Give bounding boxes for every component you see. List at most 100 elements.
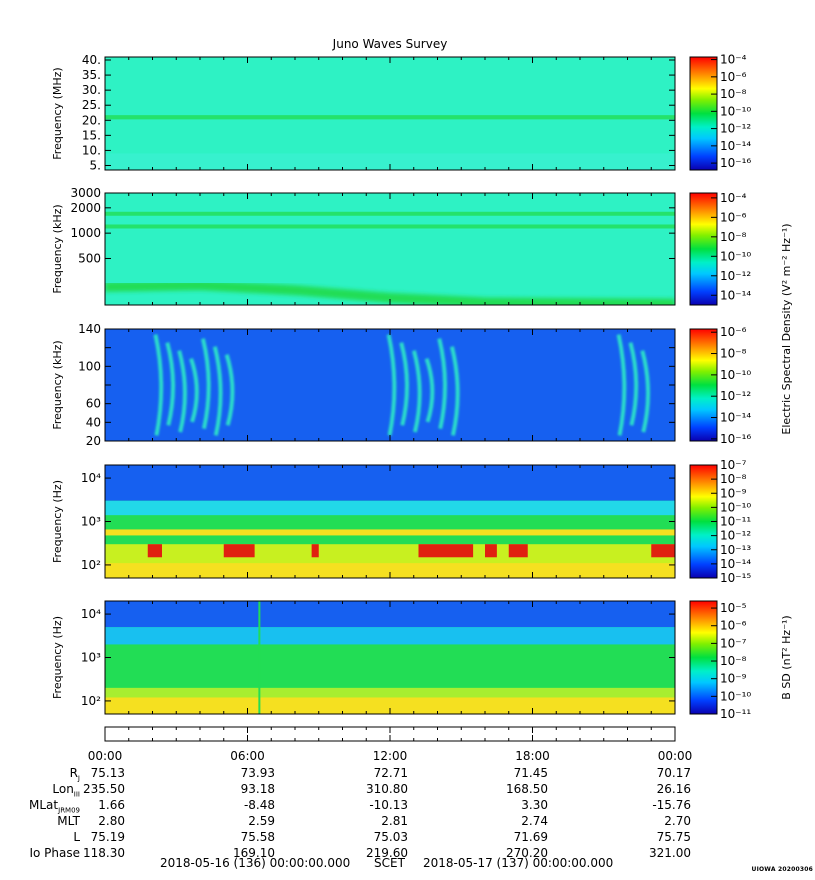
ephem-label-subscript: J [77,774,80,783]
colorbar-label-hfr-low-4: 10⁻¹² [720,269,751,283]
ephem-label-text: L [73,830,80,844]
ytick-label-hfr-high-4: 25. [82,98,101,112]
footer-end: 2018-05-17 (137) 00:00:00.000 [423,856,614,870]
colorbar-label-magnetic-0: 10⁻⁵ [720,601,747,615]
hfr-low-feature-2 [105,280,675,305]
lfr-high-feature-0 [153,334,651,436]
ephem-value: 73.93 [240,766,275,780]
ytick-label-lfr-high-6: 140 [78,322,101,336]
ephem-value: 2.70 [664,814,691,828]
colorbar-label-magnetic-6: 10⁻¹¹ [720,707,751,721]
time-label-2: 12:00 [373,749,408,763]
time-label-0: 00:00 [88,749,123,763]
ephem-label-text: MLat [29,798,59,812]
ytick-label-lfr-low-1: 10³ [81,515,101,529]
ytick-label-hfr-low-1: 1000 [70,226,101,240]
burst-1-0 [386,334,397,436]
hot-patch-5 [508,544,528,558]
burst-1-1 [399,342,409,426]
colorbar-label-hfr-high-3: 10⁻¹⁰ [720,104,751,118]
colorbar-label-lfr-low-0: 10⁻⁷ [720,458,747,472]
colorbar-label-lfr-low-8: 10⁻¹⁵ [720,571,751,585]
ytick-label-lfr-high-0: 20 [86,434,101,448]
ephem-label-subscript: JRM09 [58,806,80,815]
ytick-label-hfr-high-5: 30. [82,83,101,97]
time-label-3: 18:00 [515,749,550,763]
colorbar-label-lfr-low-3: 10⁻¹⁰ [720,500,751,514]
lfr-low-feature-0 [105,529,675,536]
background-hfr-high [105,57,675,170]
ephem-value: 3.30 [521,798,548,812]
ephem-label-2: MLatJRM09 [0,798,80,814]
spectrogram-hfr-low [105,193,675,305]
ephem-label-0: RJ [0,766,80,782]
ephem-value: 75.19 [90,830,125,844]
burst-0-1 [165,342,176,426]
ylabel-lfr-low: Frequency (Hz) [51,480,64,563]
ytick-label-lfr-low-2: 10⁴ [81,471,101,485]
ytick-label-magnetic-0: 10² [81,694,101,708]
ephem-value: 169.10 [233,846,275,860]
ephem-label-1: LonIII [0,782,80,798]
burst-1-3 [424,357,435,423]
ephem-value: 310.80 [366,782,408,796]
ephem-value: 2.74 [521,814,548,828]
time-label-1: 06:00 [230,749,265,763]
colorbar-label-lfr-low-1: 10⁻⁸ [720,472,747,486]
ephem-value: 168.50 [506,782,548,796]
ephem-value: 26.16 [656,782,691,796]
colorbar-hfr-high: 10⁻⁴ 10⁻⁶ 10⁻⁸ 10⁻¹⁰ 10⁻¹² 10⁻¹⁴ 10⁻¹⁶ [689,53,751,171]
spectrogram-lfr-low [105,465,675,578]
footer-start: 2018-05-16 (136) 00:00:00.000 [160,856,351,870]
colorbar-label-magnetic-2: 10⁻⁷ [720,636,747,650]
cyan-transition [105,627,675,645]
ephem-value: 2.81 [381,814,408,828]
colorbar-label-hfr-low-2: 10⁻⁸ [720,230,747,244]
ytick-label-hfr-high-0: 5. [90,158,101,172]
hot-patch-2 [311,544,319,558]
ephem-label-subscript: III [73,790,80,799]
ephem-value: 235.50 [83,782,125,796]
ytick-label-magnetic-2: 10⁴ [81,607,101,621]
colorbar-magnetic: 10⁻⁵ 10⁻⁶ 10⁻⁷ 10⁻⁸ 10⁻⁹ 10⁻¹⁰ 10⁻¹¹ [689,600,751,721]
spectrogram-magnetic [105,601,675,714]
footer-scet: SCET [374,856,405,870]
colorbar-scale-magnetic [689,600,718,715]
ephem-label-text: R [69,766,78,780]
colorbar-label-hfr-high-5: 10⁻¹⁴ [720,139,751,153]
panel-hfr-high: 5.10.15.20.25.30.35.40. Frequency (MHz) 10… [51,53,751,173]
colorbar-label-lfr-high-5: 10⁻¹⁶ [720,432,751,446]
colorbar-label-hfr-high-6: 10⁻¹⁶ [720,156,751,170]
colorbar-label-hfr-high-0: 10⁻⁴ [720,53,747,67]
ytick-label-hfr-high-6: 35. [82,68,101,82]
ytick-label-magnetic-1: 10³ [81,651,101,665]
colorbar-label-hfr-high-4: 10⁻¹² [720,122,751,136]
ylabel-magnetic: Frequency (Hz) [51,616,64,699]
colorbar-label-hfr-low-1: 10⁻⁶ [720,210,747,224]
lfr-low-feature-1 [147,544,675,558]
colorbar-scale-hfr-high [689,56,718,171]
burst-2-2 [640,350,651,433]
colorbar-label-lfr-high-4: 10⁻¹⁴ [720,411,751,425]
ephem-value: 219.60 [366,846,408,860]
ephem-value: -15.76 [652,798,691,812]
burst-0-5 [212,346,223,436]
ephem-value: 71.69 [513,830,548,844]
ytick-label-hfr-high-7: 40. [82,53,101,67]
colorbar-hfr-low: 10⁻⁴ 10⁻⁶ 10⁻⁸ 10⁻¹⁰ 10⁻¹² 10⁻¹⁴ [689,191,751,306]
colorbar-label-hfr-low-5: 10⁻¹⁴ [720,288,751,302]
ephem-value: 2.80 [98,814,125,828]
hot-patch-3 [418,544,474,558]
ytick-label-hfr-high-1: 10. [82,143,101,157]
colorbar-label-magnetic-1: 10⁻⁶ [720,619,747,633]
ephem-value: 2.59 [248,814,275,828]
burst-1-2 [411,350,422,433]
ylabel-hfr-high: Frequency (MHz) [51,67,64,159]
ytick-label-hfr-high-3: 20. [82,113,101,127]
ephem-label-4: L [0,830,80,844]
ephem-value: 75.75 [656,830,691,844]
ephem-value: -10.13 [369,798,408,812]
